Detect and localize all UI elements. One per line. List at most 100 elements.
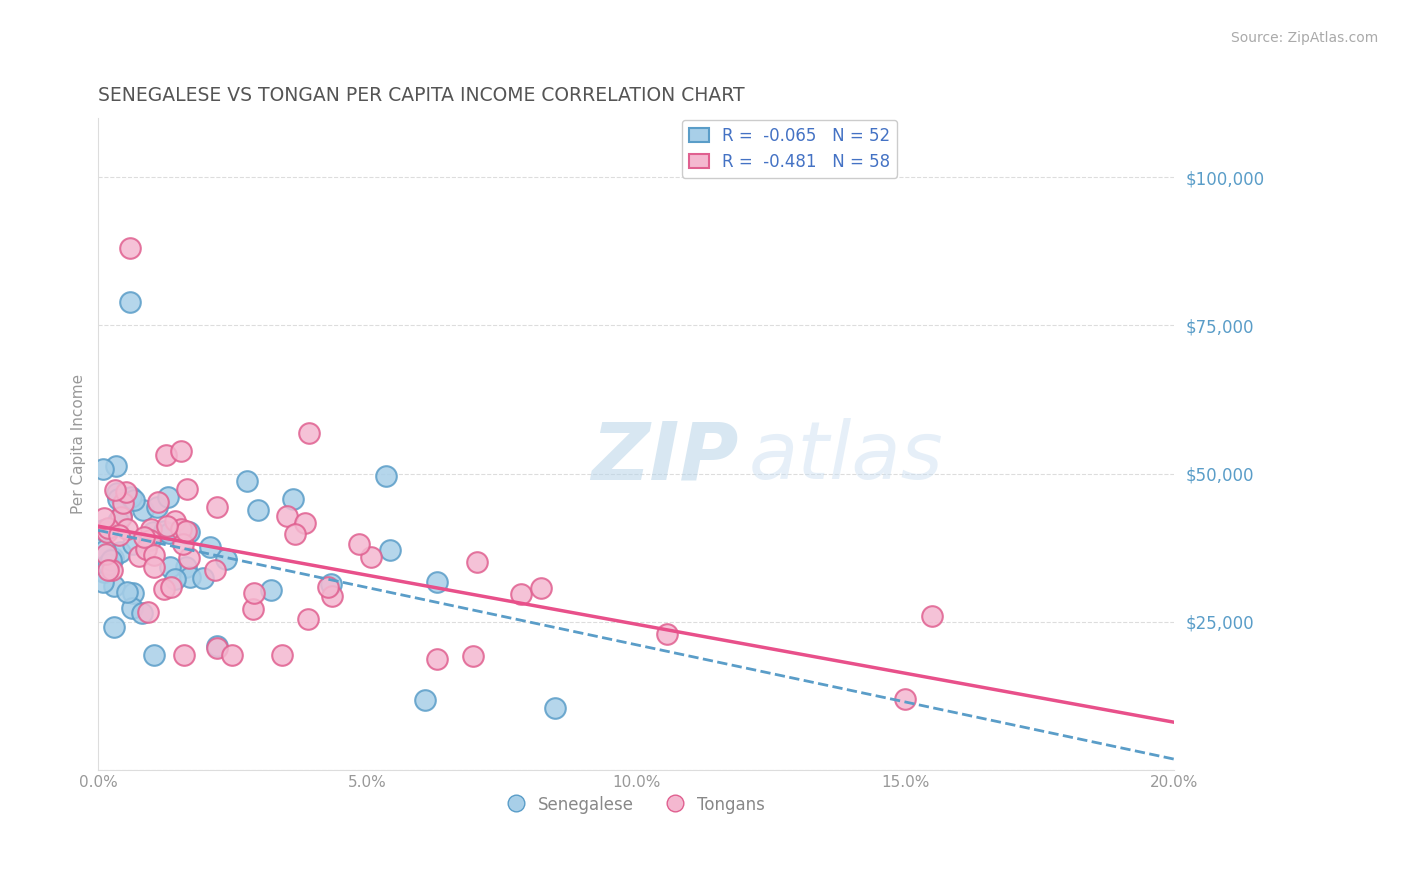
Point: [318, 580, 340, 594]
Point: [894, 691, 917, 706]
Point: [96, 525, 118, 540]
Text: ZIP: ZIP: [591, 418, 738, 496]
Point: [97, 557, 120, 571]
Point: [107, 486, 129, 500]
Point: [139, 522, 162, 536]
Point: [297, 612, 319, 626]
Point: [128, 549, 150, 564]
Point: [173, 648, 195, 662]
Point: [131, 606, 153, 620]
Point: [243, 586, 266, 600]
Point: [176, 525, 198, 540]
Point: [115, 485, 138, 500]
Point: [136, 605, 159, 619]
Point: [170, 443, 193, 458]
Point: [107, 514, 129, 528]
Point: [105, 459, 128, 474]
Point: [97, 521, 120, 535]
Point: [93, 574, 115, 589]
Point: [108, 528, 131, 542]
Point: [121, 600, 143, 615]
Point: [294, 516, 316, 531]
Point: [165, 514, 187, 528]
Point: [120, 490, 142, 504]
Point: [321, 589, 343, 603]
Point: [221, 648, 243, 663]
Point: [179, 569, 201, 583]
Point: [298, 425, 321, 440]
Point: [107, 491, 129, 506]
Point: [103, 620, 125, 634]
Point: [120, 241, 142, 255]
Point: [115, 584, 138, 599]
Point: [413, 693, 436, 707]
Point: [139, 533, 162, 547]
Point: [281, 491, 304, 506]
Point: [544, 700, 567, 714]
Point: [146, 500, 169, 514]
Point: [204, 563, 226, 577]
Point: [260, 583, 283, 598]
Point: [236, 474, 259, 488]
Point: [120, 294, 142, 309]
Point: [93, 542, 115, 557]
Point: [142, 524, 165, 539]
Point: [463, 649, 485, 664]
Point: [157, 525, 180, 540]
Point: [143, 648, 166, 663]
Point: [111, 496, 134, 510]
Point: [110, 509, 132, 524]
Point: [97, 563, 120, 577]
Point: [93, 565, 115, 579]
Point: [174, 524, 197, 539]
Point: [159, 559, 181, 574]
Point: [122, 586, 145, 600]
Point: [347, 537, 370, 551]
Point: [103, 579, 125, 593]
Point: [93, 524, 115, 538]
Point: [426, 652, 449, 666]
Point: [465, 555, 488, 569]
Point: [177, 550, 200, 565]
Point: [378, 543, 401, 558]
Point: [142, 560, 165, 574]
Point: [375, 468, 398, 483]
Point: [207, 639, 229, 653]
Point: [284, 527, 307, 541]
Point: [214, 551, 236, 566]
Point: [132, 531, 155, 545]
Point: [153, 524, 176, 538]
Point: [143, 548, 166, 562]
Point: [530, 581, 553, 595]
Point: [174, 524, 197, 538]
Point: [104, 483, 127, 498]
Point: [426, 574, 449, 589]
Point: [205, 641, 228, 656]
Y-axis label: Per Capita Income: Per Capita Income: [72, 374, 86, 514]
Point: [93, 462, 115, 476]
Point: [170, 522, 193, 536]
Point: [122, 493, 145, 508]
Legend: Senegalese, Tongans: Senegalese, Tongans: [501, 789, 772, 821]
Point: [93, 510, 115, 524]
Point: [921, 608, 943, 623]
Point: [101, 550, 124, 565]
Point: [122, 537, 145, 551]
Point: [242, 601, 264, 615]
Point: [108, 545, 131, 559]
Point: [247, 503, 270, 517]
Point: [163, 572, 186, 586]
Point: [100, 552, 122, 566]
Point: [132, 503, 155, 517]
Point: [135, 542, 157, 557]
Point: [156, 490, 179, 504]
Point: [94, 547, 117, 561]
Point: [360, 550, 382, 565]
Point: [276, 509, 298, 524]
Point: [115, 522, 138, 536]
Point: [319, 577, 342, 591]
Point: [101, 563, 124, 577]
Point: [207, 500, 229, 514]
Point: [176, 482, 198, 496]
Point: [177, 524, 200, 539]
